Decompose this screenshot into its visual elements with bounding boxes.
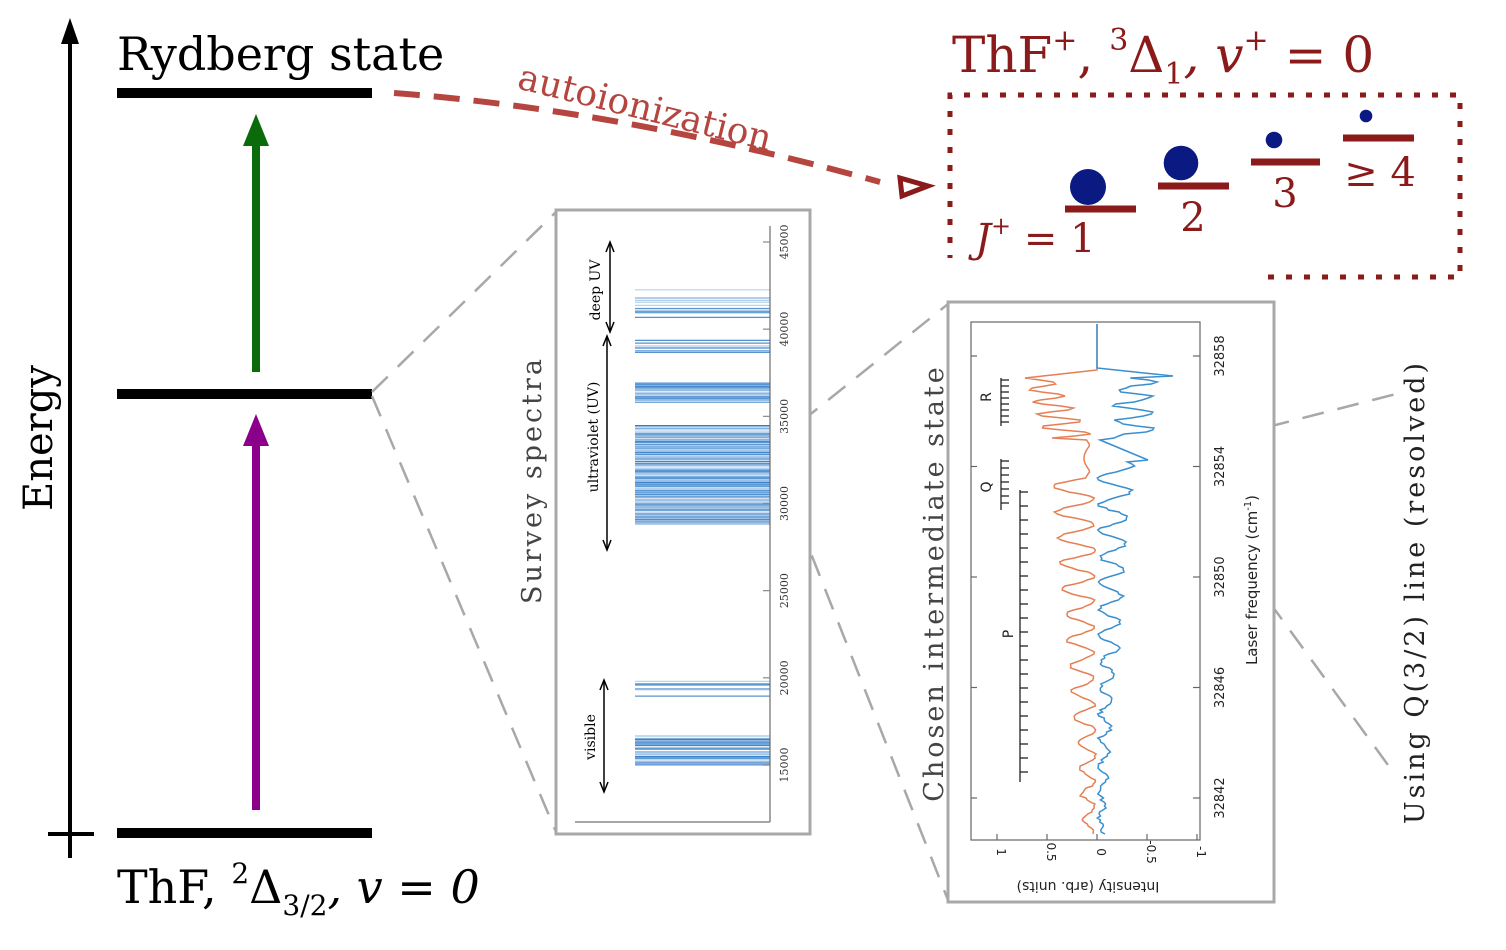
energy-axis [48, 18, 94, 858]
population-dot-3 [1265, 131, 1283, 149]
orange-trace [1024, 324, 1098, 835]
chosen-y-tick-label: 32850 [1213, 556, 1228, 597]
autoionization-arrow [393, 90, 936, 200]
j-label: J+ = 1 [968, 212, 1096, 262]
survey-region-deep-uv: deep UV [588, 259, 604, 321]
survey-spectra-plot: 15000 20000 25000 30000 35000 40000 45000 [575, 225, 791, 823]
chosen-x-tick-label: -1 [1194, 846, 1208, 858]
ion-levels-box [947, 92, 1463, 280]
chosen-x-tick-label: 0 [1094, 848, 1108, 856]
chosen-x-tick-label: -0.5 [1144, 840, 1158, 863]
energy-axis-label: Energy [16, 365, 62, 511]
autoionization-label: autoionization [514, 57, 776, 160]
chosen-state-plot: 32842 32846 32850 32854 32858 1 0.5 0 -0.5 -1 [970, 321, 1228, 864]
survey-tick-label: 45000 [778, 225, 791, 260]
j-value-3: 3 [1272, 171, 1297, 217]
survey-region-visible: visible [583, 714, 599, 761]
branch-label-q: Q [979, 481, 995, 492]
survey-region-uv: ultraviolet (UV) [586, 382, 602, 493]
survey-tick-label: 15000 [778, 748, 791, 783]
j-value-4: ≥ 4 [1344, 150, 1416, 196]
violet-excitation-arrow [243, 414, 269, 810]
population-dot-2 [1163, 145, 1199, 181]
survey-tick-label: 40000 [778, 312, 791, 347]
survey-spectra-frame [554, 208, 812, 836]
chosen-x-tick-label: 0.5 [1044, 842, 1058, 861]
chosen-y-tick-label: 32854 [1213, 446, 1228, 487]
ion-state-label: ThF+, 3Δ1, v+ = 0 [952, 23, 1374, 92]
population-dot-1 [1070, 169, 1106, 205]
chosen-x-tick-label: 1 [994, 848, 1008, 856]
survey-tick-label: 35000 [778, 399, 791, 434]
j-value-2: 2 [1180, 195, 1205, 241]
survey-spectra-title: Survey spectra [517, 356, 548, 604]
survey-tick-label: 20000 [778, 660, 791, 695]
rydberg-level-label: Rydberg state [117, 27, 444, 81]
chosen-state-title: Chosen intermediate state [919, 364, 950, 802]
survey-region-arrows [599, 239, 615, 795]
chosen-y-tick-label: 32858 [1213, 335, 1228, 376]
green-excitation-arrow [243, 114, 269, 372]
branch-label-p: P [1001, 630, 1017, 638]
chosen-y-tick-label: 32842 [1213, 777, 1228, 818]
survey-tick-label: 30000 [778, 486, 791, 521]
intensity-label: Intensity (arb. units) [1017, 878, 1160, 894]
branch-label-r: R [979, 392, 995, 402]
blue-trace [1095, 324, 1174, 835]
q-line-label: Using Q(3/2) line (resolved) [1400, 360, 1431, 824]
survey-tick-label: 25000 [778, 573, 791, 608]
population-dot-4 [1359, 109, 1373, 123]
ground-level-label: ThF, 2Δ3/2, v = 0 [117, 857, 480, 922]
chosen-y-tick-label: 32846 [1213, 667, 1228, 708]
laser-frequency-label: Laser frequency (cm-1) [1243, 495, 1261, 665]
